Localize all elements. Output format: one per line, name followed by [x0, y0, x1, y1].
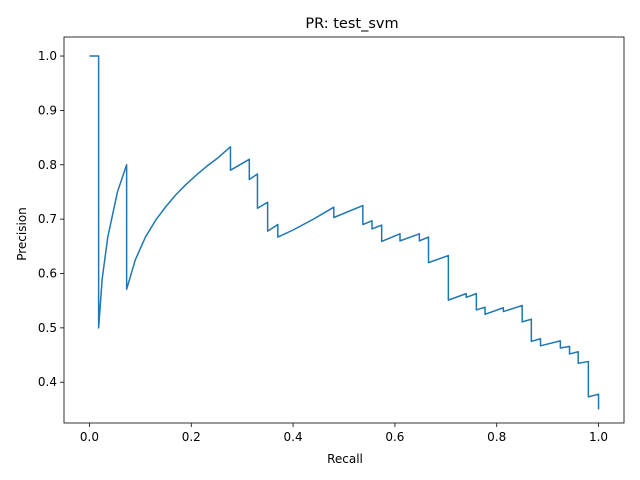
y-tick-label: 1.0	[38, 49, 57, 63]
x-tick-label: 0.8	[487, 430, 506, 444]
x-tick-label: 0.0	[80, 430, 99, 444]
plot-area: 0.0 0.2 0.4 0.6 0.8 1.0 0.4 0.5 0.6 0.7 0.8 0.9 1.0	[38, 36, 625, 444]
chart-title: PR: test_svm	[305, 16, 398, 32]
y-tick-label: 0.6	[38, 266, 57, 280]
y-tick-label: 0.5	[38, 321, 57, 335]
axes-frame	[63, 36, 625, 424]
x-tick-label: 0.2	[182, 430, 201, 444]
y-tick-label: 0.4	[38, 375, 57, 389]
y-tick-label: 0.8	[38, 158, 57, 172]
x-axis-label: Recall	[327, 452, 363, 466]
pr-curve-line	[89, 55, 600, 410]
x-tick-label: 0.4	[284, 430, 303, 444]
x-tick-label: 1.0	[589, 430, 608, 444]
y-tick-label: 0.7	[38, 212, 57, 226]
x-tick-label: 0.6	[385, 430, 404, 444]
y-axis-label: Precision	[15, 207, 29, 261]
y-tick-label: 0.9	[38, 103, 57, 117]
